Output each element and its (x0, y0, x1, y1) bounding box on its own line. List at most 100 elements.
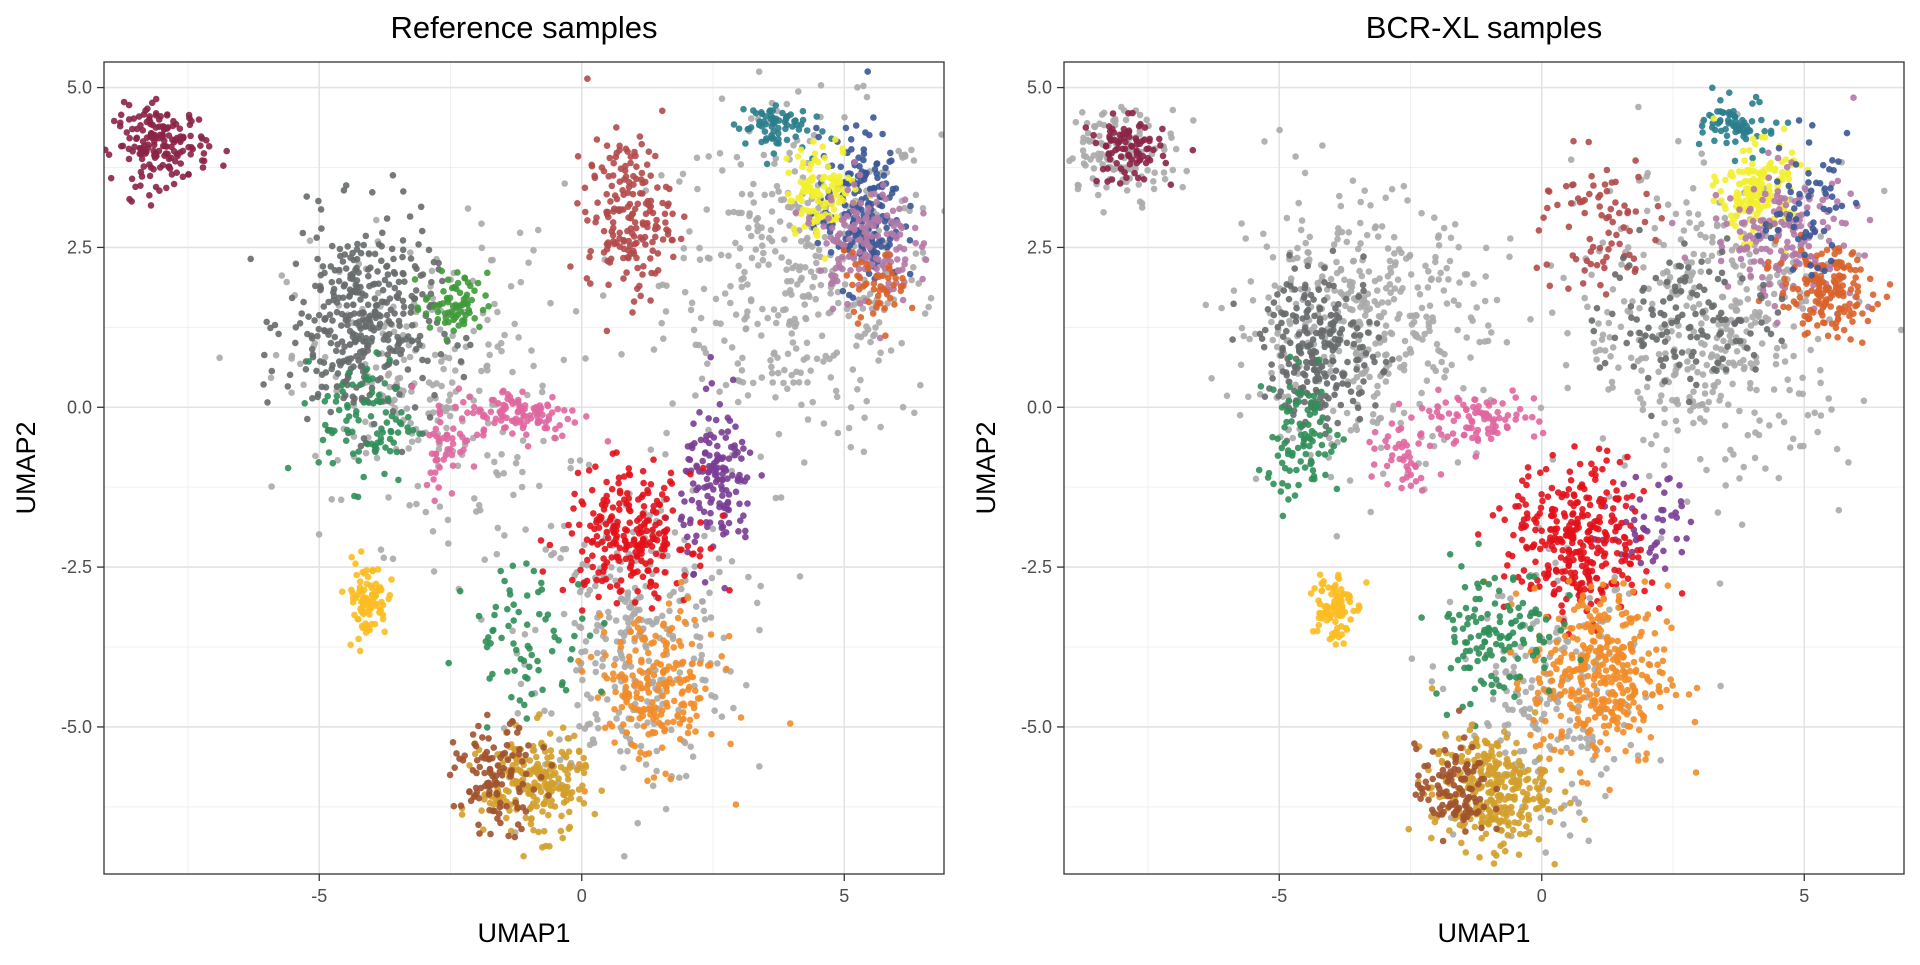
data-point (1424, 377, 1431, 384)
data-point (510, 640, 517, 647)
data-point (697, 660, 704, 667)
data-point (718, 653, 725, 660)
data-point (474, 432, 481, 439)
data-point (919, 244, 926, 251)
data-point (321, 327, 328, 334)
data-point (599, 663, 606, 670)
data-point (902, 196, 909, 203)
data-point (391, 397, 398, 404)
data-point (415, 241, 422, 248)
data-point (1606, 606, 1613, 613)
data-point (1799, 391, 1806, 398)
data-point (206, 143, 213, 150)
data-point (851, 226, 858, 233)
data-point (501, 332, 508, 339)
data-point (644, 161, 651, 168)
data-point (1246, 336, 1253, 343)
data-point (633, 679, 640, 686)
data-point (733, 311, 740, 318)
data-point (578, 765, 585, 772)
data-point (460, 447, 467, 454)
data-point (604, 241, 611, 248)
data-point (1845, 459, 1852, 466)
data-point (629, 230, 636, 237)
data-point (696, 245, 703, 252)
data-point (1600, 332, 1607, 339)
data-point (570, 505, 577, 512)
data-point (558, 764, 565, 771)
data-point (776, 117, 783, 124)
data-point (890, 282, 897, 289)
data-point (584, 275, 591, 282)
data-point (407, 213, 414, 220)
data-point (366, 250, 373, 257)
data-point (1729, 257, 1736, 264)
data-point (747, 191, 754, 198)
data-point (758, 332, 765, 339)
data-point (386, 331, 393, 338)
data-point (614, 582, 621, 589)
data-point (610, 504, 617, 511)
data-point (654, 687, 661, 694)
data-point (849, 282, 856, 289)
data-point (804, 379, 811, 386)
data-point (589, 564, 596, 571)
data-point (484, 317, 491, 324)
data-point (1371, 393, 1378, 400)
data-point (634, 820, 641, 827)
data-point (449, 379, 456, 386)
data-point (651, 774, 658, 781)
data-point (447, 413, 454, 420)
data-point (1817, 367, 1824, 374)
data-point (705, 662, 712, 669)
data-point (659, 491, 666, 498)
data-point (171, 148, 178, 155)
data-point (843, 125, 850, 132)
data-point (1302, 170, 1309, 177)
data-point (618, 644, 625, 651)
data-point (706, 255, 713, 262)
data-point (628, 563, 635, 570)
data-point (1344, 239, 1351, 246)
data-point (480, 428, 487, 435)
data-point (1767, 274, 1774, 281)
data-point (908, 277, 915, 284)
data-point (829, 225, 836, 232)
data-point (1383, 285, 1390, 292)
data-point (1507, 595, 1514, 602)
data-point (485, 634, 492, 641)
data-point (877, 424, 884, 431)
data-point (701, 608, 708, 615)
data-point (769, 208, 776, 215)
data-point (1403, 255, 1410, 262)
data-point (658, 320, 665, 327)
data-point (164, 111, 171, 118)
data-point (350, 450, 357, 457)
data-point (477, 406, 484, 413)
data-point (531, 786, 538, 793)
data-point (1150, 178, 1157, 185)
data-point (693, 533, 700, 540)
data-point (645, 731, 652, 738)
data-point (609, 513, 616, 520)
data-point (475, 723, 482, 730)
data-point (528, 347, 535, 354)
data-point (656, 519, 663, 526)
data-point (401, 304, 408, 311)
data-point (567, 465, 574, 472)
data-point (698, 315, 705, 322)
data-point (510, 563, 517, 570)
data-point (1610, 286, 1617, 293)
data-point (318, 206, 325, 213)
data-point (1374, 383, 1381, 390)
data-point (509, 369, 516, 376)
data-point (516, 785, 523, 792)
data-point (1567, 832, 1574, 839)
data-point (623, 684, 630, 691)
data-point (484, 452, 491, 459)
data-point (1385, 245, 1392, 252)
data-point (650, 503, 657, 510)
data-point (133, 136, 140, 143)
data-point (856, 217, 863, 224)
data-point (320, 263, 327, 270)
